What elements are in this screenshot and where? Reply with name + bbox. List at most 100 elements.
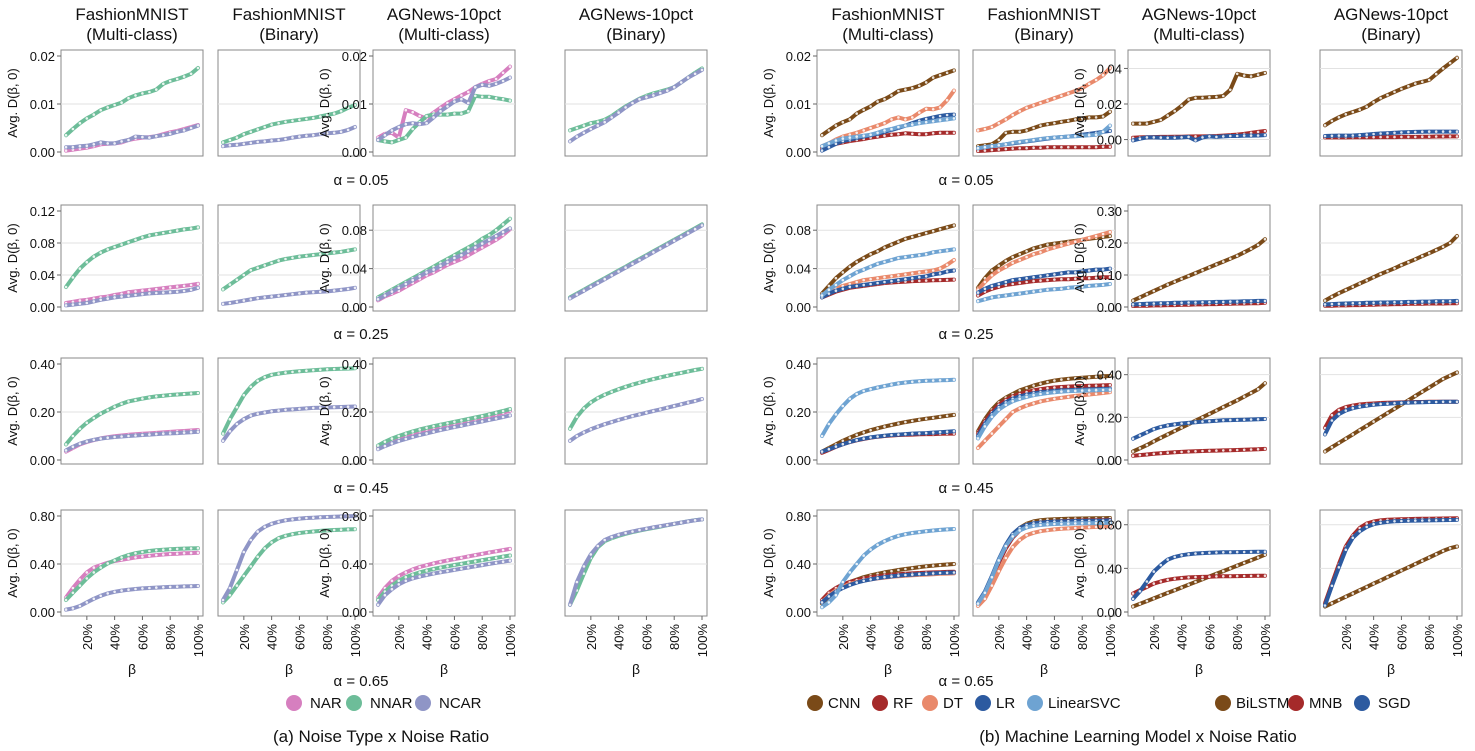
panel-b-r2-c0-series-linearsvc-point-3 — [841, 404, 845, 408]
panel-b-r0-c1-series-linearsvc-point-13 — [1067, 135, 1070, 138]
panel-a-r2-c0-series-nnar-point-4 — [92, 416, 96, 420]
panel-b-r3-c3-series-bilstm-point-13 — [1414, 562, 1417, 566]
panel-b-r0-c2-series-bilstm-point-14 — [1229, 88, 1232, 92]
panel-a-r1-c2-series-ncar-point-15 — [480, 242, 484, 245]
panel-a-r0-c2-ytick-label-0: 0.00 — [342, 145, 367, 160]
panel-b-r2-c0-series-linearsvc-point-15 — [924, 379, 928, 383]
legend-label-cnn: CNN — [828, 695, 861, 712]
panel-b-r1-c3-series-bilstm-point-1 — [1330, 295, 1334, 299]
panel-a-r2-c2-series-nnar-point-14 — [474, 416, 477, 419]
panel-a-r2-c3-series-nnar-point-10 — [638, 381, 641, 385]
panel-b-r0-c0-series-rf-point-18 — [945, 131, 949, 135]
panel-a-r3-c2-series-nnar-point-14 — [474, 560, 477, 563]
panel-b-r3-c2-series-sgd-point-17 — [1249, 550, 1253, 554]
panel-b-r0-c1-series-cnn-point-15 — [1080, 117, 1084, 120]
panel-a-r1-c3-series-ncar-point-16 — [679, 235, 683, 239]
panel-b-r1-c1-series-rf-point-6 — [1018, 281, 1021, 285]
panel-a-r3-c0-series-nar-point-9 — [127, 557, 130, 560]
panel-a-r3-c2-series-ncar-point-7 — [425, 573, 428, 577]
panel-a-r0-c2-series-ncar-point-10 — [446, 105, 449, 108]
panel-a-r1-c0-series-nnar-point-3 — [85, 260, 89, 264]
panel-b-r2-c1-series-rf-point-17 — [1094, 384, 1098, 387]
panel-b-r1-c0-series-rf-point-17 — [938, 278, 942, 282]
panel-b-r3-c2-series-mnb-point-9 — [1194, 575, 1197, 579]
panel-b-r0-c0-series-cnn-point-9 — [883, 97, 886, 101]
panel-b-r0-c1-series-rf-point-1 — [983, 149, 987, 152]
panel-b-r0-c3-series-bilstm-point-10 — [1393, 90, 1396, 94]
panel-b-r1-c1-series-dt-point-1 — [983, 280, 987, 284]
panel-a-r2-c2-series-ncar-point-14 — [474, 421, 477, 425]
panel-b-r0-c3-series-sgd-point-0 — [1323, 134, 1327, 138]
panel-a-r2-c3-series-nnar-point-9 — [631, 383, 634, 386]
panel-b-r2-c0-series-linearsvc-point-19 — [952, 378, 956, 382]
panel-a-r3-c2-series-ncar-point-3 — [397, 583, 401, 586]
panel-a-r3-c0-series-nar-point-19 — [196, 551, 200, 555]
panel-a-r3-c2-xtick-label-2: 60% — [447, 624, 462, 650]
panel-a-r3-c0-xtick-label-2: 60% — [135, 624, 150, 650]
panel-b-r2-c0-series-cnn-point-14 — [918, 418, 921, 422]
panel-b-r2-c1-series-dt-point-2 — [990, 432, 994, 435]
panel-b-r1-c0-series-cnn-point-9 — [883, 246, 886, 249]
panel-b-r1-c1-series-rf-point-14 — [1074, 277, 1077, 281]
panel-b-r3-c2-series-bilstm-point-6 — [1173, 588, 1176, 592]
panel-b-r1-c3-series-sgd-point-0 — [1323, 303, 1327, 306]
panel-b-r2-c0-series-lr-point-7 — [869, 436, 872, 439]
row-label-b-0: α = 0.05 — [939, 172, 994, 189]
panel-b-r3-c3-series-sgd-point-13 — [1414, 519, 1417, 522]
panel-a-r3-c2-series-nar-point-19 — [508, 547, 512, 551]
panel-a-r3-c0-series-ncar-point-14 — [162, 586, 165, 589]
panel-b-r1-c0-series-linearsvc-point-11 — [897, 256, 900, 260]
panel-b-r3-c0-series-lr-point-15 — [924, 572, 928, 575]
panel-a-r0-c1-series-nnar-point-19 — [353, 103, 357, 107]
panel-a-r0-c3-series-ncar-point-18 — [693, 72, 697, 76]
panel-b-r1-c0-series-lr-point-17 — [938, 272, 942, 275]
panel-a-r1-c1-series-nnar-point-0 — [221, 288, 225, 291]
panel-b-r1-c3-series-bilstm-point-9 — [1386, 269, 1389, 273]
panel-a-r0-c3-series-ncar-point-2 — [582, 131, 586, 135]
panel-a-r0-c0-series-ncar-point-11 — [141, 135, 144, 139]
panel-b-r0-c1-series-dt-point-3 — [997, 121, 1001, 125]
panel-b-r1-c0-series-dt-point-7 — [869, 277, 872, 281]
panel-b-r0-c1-series-linearsvc-point-15 — [1080, 134, 1084, 137]
panel-b-r0-c1-series-linearsvc-point-18 — [1101, 130, 1105, 134]
column-title-3: AGNews-10pct (Binary) — [579, 5, 694, 44]
panel-b-r2-c3-series-bilstm-point-18 — [1448, 374, 1452, 378]
panel-b-r3-c0-series-linearsvc-point-12 — [904, 532, 907, 536]
panel-a-r3-c1-series-ncar-point-1 — [228, 586, 232, 590]
panel-b-r3-c3: 20% 40% 60% 80% 100%β — [1319, 509, 1465, 677]
panel-a-r0-c2-series-nnar-point-12 — [460, 112, 463, 115]
panel-b-r0-c3-series-sgd-point-11 — [1400, 131, 1403, 134]
panel-b-r0-c2-series-sgd-point-1 — [1138, 137, 1142, 140]
panel-b-r1-c3-series-sgd-point-5 — [1358, 301, 1361, 305]
panel-b-r0-c1-series-linearsvc-point-14 — [1074, 134, 1077, 138]
panel-b-r3-c0-series-linearsvc-point-10 — [890, 536, 893, 540]
panel-a-r3-c1-series-nnar-point-6 — [263, 547, 267, 550]
panel-a-r0-c1-series-ncar-point-4 — [249, 141, 253, 145]
legend-a: NAR NNAR NCAR — [286, 695, 482, 712]
panel-a-r3-c3-series-ncar-point-9 — [631, 530, 634, 533]
panel-b-r2-c1-series-linearsvc-point-2 — [990, 415, 994, 419]
panel-a-r2-c0-series-ncar-point-6 — [106, 436, 109, 440]
panel-b-r3-c1-series-linearsvc-point-18 — [1101, 521, 1105, 525]
panel-a-r0-c1-series-ncar-point-17 — [339, 130, 343, 134]
row-label-b-1: α = 0.25 — [939, 326, 994, 343]
panel-a-r3-c3-series-ncar-point-0 — [568, 603, 572, 607]
panel-b-r3-c1-series-linearsvc-point-2 — [990, 575, 994, 579]
panel-b-r1-c0-ytick-label-1: 0.04 — [786, 262, 811, 277]
panel-a-r1-c1-series-nnar-point-11 — [298, 255, 301, 258]
panel-b-r0-c1-series-cnn-point-7 — [1025, 129, 1028, 132]
panel-b-r2-c0-series-lr-point-12 — [904, 432, 907, 436]
panel-b-r0-c1-series-dt-point-11 — [1053, 96, 1056, 100]
panel-a-r2-c0-series-ncar-point-14 — [162, 432, 165, 435]
panel-b-r1-c0-series-cnn-point-14 — [918, 233, 921, 237]
panel-b-r3-c0-xtick-label-4: 100% — [947, 624, 962, 658]
panel-a-r1-c2-series-ncar-point-17 — [494, 234, 498, 238]
panel-b-r0-c0-series-rf-point-15 — [924, 132, 928, 136]
panel-a-r0-c1-series-ncar-point-0 — [221, 144, 225, 148]
panel-b-r3-c0-series-linearsvc-point-7 — [869, 548, 872, 551]
panel-a-r2-c3-series-nnar-point-1 — [575, 415, 579, 419]
panel-b-r0-c3-series-sgd-point-17 — [1441, 130, 1445, 133]
panel-a-r3-c0-series-ncar-point-12 — [148, 586, 151, 590]
